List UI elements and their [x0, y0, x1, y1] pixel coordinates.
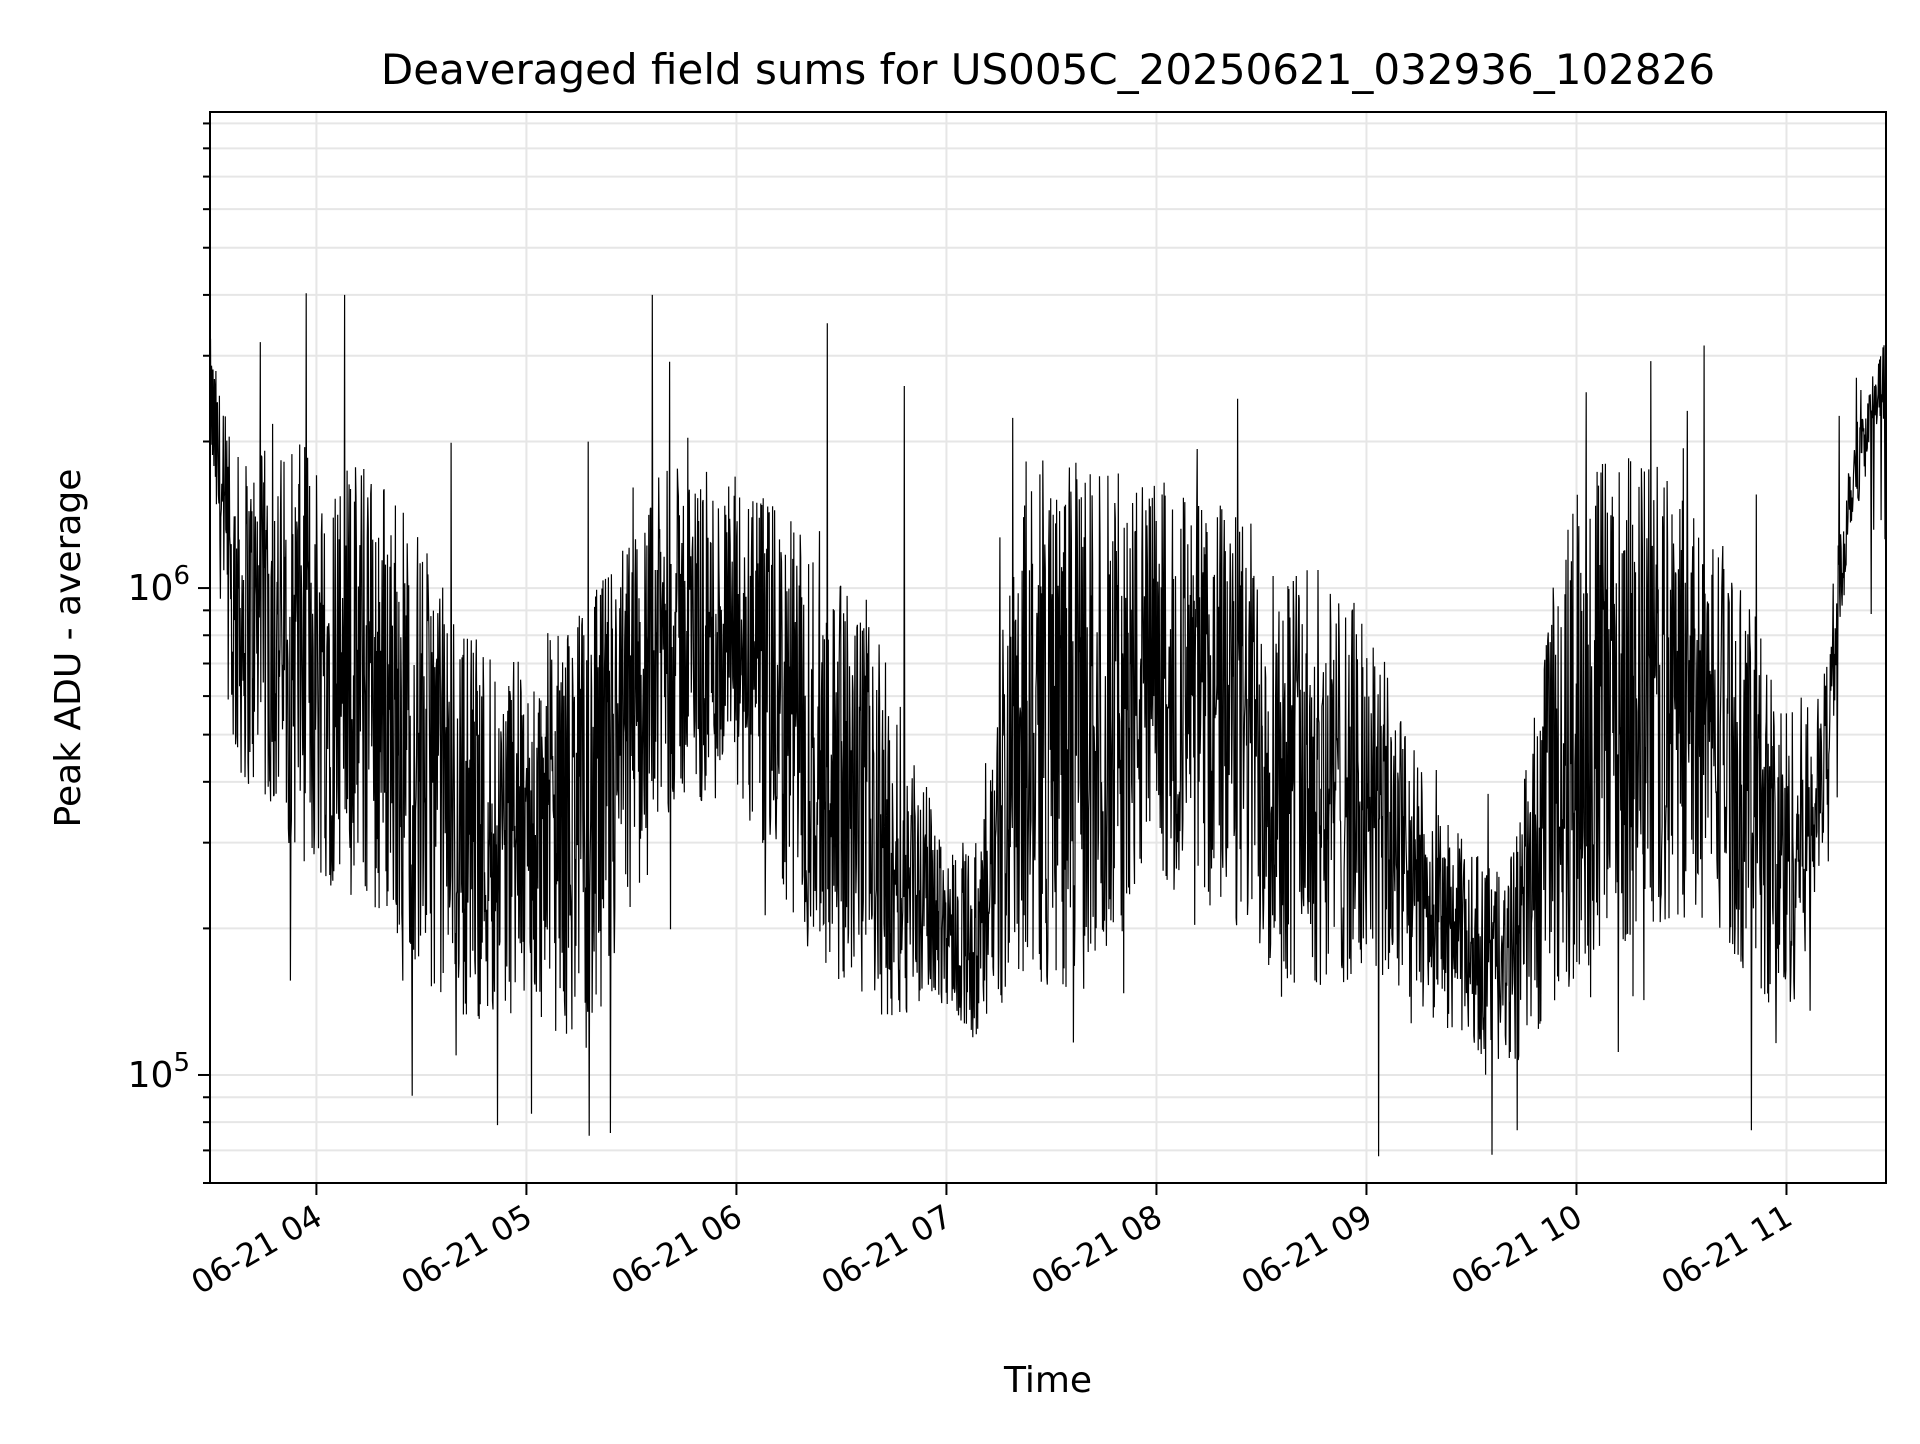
- y-tick-label: 105: [128, 1048, 190, 1096]
- series-line: [209, 293, 1887, 1157]
- plot-area: [209, 293, 1887, 1157]
- y-axis-label: Peak ADU - average: [48, 469, 89, 828]
- y-axis: 105 106: [128, 122, 210, 1184]
- y-tick-label: 106: [128, 561, 190, 609]
- axes-frame: [209, 111, 1887, 1184]
- x-axis-label: Time: [1003, 1360, 1092, 1401]
- chart-title: Deaveraged field sums for US005C_2025062…: [381, 45, 1715, 94]
